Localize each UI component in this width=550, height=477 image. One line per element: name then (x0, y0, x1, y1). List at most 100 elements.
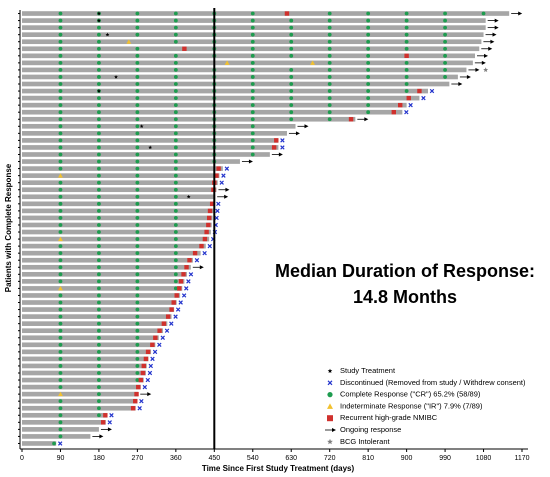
cr-marker (173, 159, 178, 164)
x-tick-label: 180 (93, 455, 105, 462)
cr-marker (97, 103, 101, 108)
cr-marker (97, 399, 101, 404)
cr-marker (58, 103, 63, 108)
x-tick-label: 810 (362, 455, 374, 462)
y-axis-label: Patients with Complete Response (4, 163, 13, 292)
cr-marker (97, 321, 101, 326)
cr-marker (366, 75, 371, 79)
bar (22, 279, 185, 284)
cr-marker (58, 335, 63, 340)
ongoing-arrow (218, 187, 230, 192)
cr-marker (97, 32, 101, 37)
cr-marker (135, 194, 140, 199)
cross-stroke (280, 145, 285, 150)
cr-marker (173, 286, 178, 291)
recurrence-marker (145, 349, 151, 355)
cr-marker (327, 103, 332, 108)
recurrence-marker (134, 391, 139, 397)
cr-marker (58, 117, 63, 122)
discontinued-marker (109, 413, 114, 418)
cr-marker (173, 216, 178, 220)
bar (22, 342, 156, 348)
cr-marker (58, 46, 63, 51)
cr-marker (173, 173, 178, 178)
bar (22, 434, 91, 439)
cr-marker (250, 68, 255, 72)
cr-marker (289, 103, 294, 108)
recurrence-marker (143, 356, 149, 362)
bar (22, 173, 220, 178)
discontinued-marker (207, 243, 212, 249)
cross-stroke (107, 420, 112, 425)
cr-marker (289, 18, 294, 23)
ongoing-arrow (483, 39, 495, 44)
cr-marker (173, 279, 178, 284)
cross-stroke (178, 300, 183, 305)
cr-marker (97, 68, 101, 72)
cr-marker (97, 272, 101, 277)
ongoing-arrow (487, 18, 499, 23)
cr-marker (58, 356, 63, 361)
cr-marker (135, 230, 140, 234)
cr-marker (135, 152, 140, 157)
recurrence-marker (214, 173, 219, 178)
recurrence-marker (202, 236, 208, 242)
bar (22, 314, 172, 319)
legend-label: Recurrent high-grade NMIBC (340, 413, 438, 422)
cr-marker (327, 18, 332, 23)
cr-marker (97, 385, 101, 389)
cr-marker (250, 53, 255, 58)
cr-marker (327, 11, 332, 16)
cr-marker (135, 159, 140, 164)
cr-marker (250, 75, 255, 79)
arrow-head (490, 39, 495, 44)
cross-stroke (429, 88, 435, 94)
cr-marker (404, 75, 409, 79)
cr-marker (58, 68, 63, 72)
recurrence-marker (181, 272, 186, 277)
cross-stroke (408, 102, 413, 108)
discontinued-marker (173, 314, 178, 319)
cr-marker (58, 96, 63, 101)
discontinued-marker (408, 102, 413, 108)
recurrence-marker (348, 117, 354, 122)
recurrence-marker (284, 11, 290, 16)
cr-marker (135, 208, 140, 213)
discontinued-marker (216, 201, 221, 207)
cross-stroke (421, 95, 426, 101)
cr-marker (58, 427, 63, 432)
cr-marker (173, 25, 178, 30)
cr-marker (404, 32, 409, 37)
cr-marker (135, 96, 140, 101)
arrow-head (278, 152, 283, 157)
cr-marker (135, 173, 140, 178)
arrow-head (518, 11, 523, 16)
x-tick-label: 90 (57, 455, 65, 462)
cr-marker (443, 39, 447, 44)
legend-label: BCG Intolerant (340, 437, 391, 446)
cr-marker (327, 68, 332, 72)
annotation: Median Duration of Response: (275, 261, 535, 281)
cr-marker (289, 53, 294, 58)
cr-marker (97, 39, 101, 44)
cr-marker (97, 279, 101, 284)
cross-stroke (216, 201, 221, 207)
recurrence-marker (103, 413, 108, 418)
arrow-head (199, 265, 204, 270)
bar (22, 370, 146, 376)
ongoing-arrow (459, 74, 471, 79)
bar (22, 123, 296, 129)
recurrence-marker (192, 250, 198, 256)
cr-marker (366, 46, 371, 51)
cr-marker (58, 131, 63, 136)
cross-stroke (157, 342, 162, 348)
recurrence-marker (171, 300, 176, 305)
cross-stroke (109, 413, 114, 418)
arrow-head (107, 427, 112, 432)
cr-marker (58, 166, 63, 171)
cr-marker (58, 82, 63, 86)
legend-label: Indeterminate Response ("IR") 7.9% (7/89… (340, 401, 483, 410)
cr-marker (97, 293, 101, 298)
cross-stroke (327, 380, 333, 386)
bar (22, 420, 106, 425)
